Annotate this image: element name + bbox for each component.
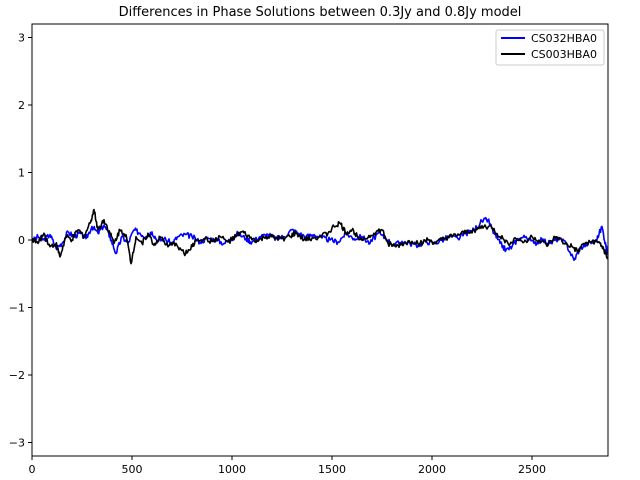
- y-tick-label: 1: [18, 167, 25, 180]
- x-axis: 0 500 1000 1500 2000 2500: [29, 456, 546, 476]
- y-tick-label: 0: [18, 234, 25, 247]
- y-axis: −3 −2 −1 0 1 2 3: [9, 32, 32, 450]
- x-tick-label: 500: [122, 463, 143, 476]
- x-tick-label: 2500: [518, 463, 546, 476]
- legend: CS032HBA0 CS003HBA0: [495, 29, 605, 66]
- series-layer: [31, 208, 609, 265]
- x-tick-label: 1000: [218, 463, 246, 476]
- y-tick-label: 3: [18, 32, 25, 45]
- chart-title: Differences in Phase Solutions between 0…: [119, 5, 522, 20]
- x-tick-label: 1500: [318, 463, 346, 476]
- legend-label-cs003hba0: CS003HBA0: [531, 48, 597, 61]
- series-line-cs003hba0: [31, 208, 609, 265]
- y-tick-label: 2: [18, 99, 25, 112]
- legend-label-cs032hba0: CS032HBA0: [531, 32, 597, 45]
- y-tick-label: −3: [9, 437, 25, 450]
- y-tick-label: −2: [9, 369, 25, 382]
- y-tick-label: −1: [9, 302, 25, 315]
- x-tick-label: 2000: [418, 463, 446, 476]
- x-tick-label: 0: [29, 463, 36, 476]
- series-line-cs032hba0: [31, 216, 609, 262]
